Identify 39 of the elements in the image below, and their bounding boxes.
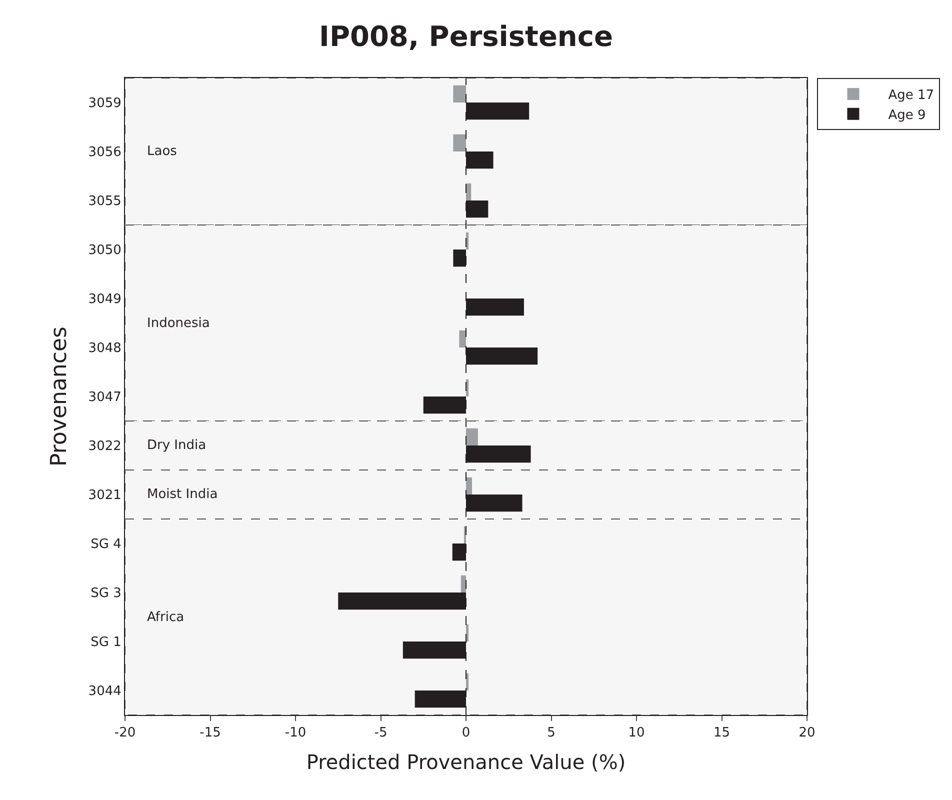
bar: [466, 183, 472, 200]
x-tick-label: -10: [284, 726, 306, 741]
chart-title: IP008, Persistence: [319, 20, 613, 53]
y-tick-label: 3050: [88, 243, 122, 258]
bar: [466, 428, 478, 446]
x-tick-label: -5: [374, 726, 388, 741]
bar: [460, 575, 466, 592]
x-tick-label: 5: [547, 726, 556, 741]
x-axis-title: Predicted Provenance Value (%): [306, 750, 626, 774]
y-tick-label: 3044: [88, 684, 122, 700]
y-tick-label: 3049: [88, 292, 122, 308]
bar: [459, 330, 466, 348]
bar: [453, 85, 466, 102]
y-tick-label: 3055: [88, 194, 122, 210]
x-tick-label: -20: [114, 726, 136, 741]
bar: [453, 134, 466, 152]
legend-label: Age 9: [888, 108, 926, 123]
band-label: Dry India: [147, 438, 206, 453]
y-tick-label: SG 3: [90, 586, 122, 602]
y-tick-label: SG 4: [90, 537, 122, 552]
band-label: Moist India: [147, 487, 218, 502]
y-axis-title: Provenances: [47, 326, 72, 466]
x-tick-label: 10: [628, 726, 645, 741]
x-tick-label: 0: [462, 726, 470, 741]
y-tick-label: SG 1: [90, 635, 122, 650]
x-tick-label: 20: [798, 726, 816, 741]
x-tick-label: -15: [200, 726, 221, 741]
y-tick-label: 3022: [88, 439, 122, 454]
band-label: Indonesia: [147, 316, 210, 331]
legend-label: Age 17: [888, 88, 934, 104]
x-tick-label: 15: [713, 726, 730, 741]
band-label: Laos: [147, 144, 178, 159]
y-tick-label: 3056: [88, 145, 122, 160]
band-label: Africa: [147, 610, 184, 625]
bar: [466, 477, 472, 494]
y-tick-label: 3021: [88, 488, 122, 504]
y-tick-label: 3048: [88, 341, 122, 356]
y-tick-label: 3047: [88, 390, 122, 406]
y-tick-label: 3059: [88, 96, 122, 112]
